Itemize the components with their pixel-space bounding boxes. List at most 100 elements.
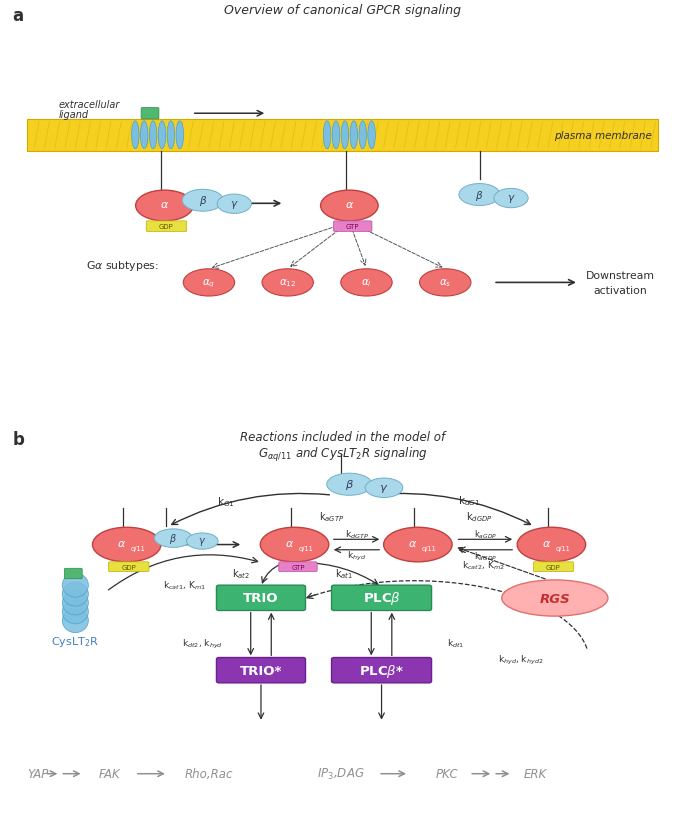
Text: k$_{dGTP}$: k$_{dGTP}$ (345, 527, 369, 541)
Text: $\alpha_i$: $\alpha_i$ (361, 277, 372, 289)
FancyBboxPatch shape (279, 562, 317, 572)
Text: k$_{dGDP}$: k$_{dGDP}$ (466, 510, 493, 523)
Text: $\alpha$: $\alpha$ (542, 538, 551, 548)
Text: $\beta$: $\beta$ (169, 532, 177, 546)
Text: GDP: GDP (159, 224, 174, 230)
Text: $\alpha$: $\alpha$ (345, 200, 354, 210)
Text: plasma membrane: plasma membrane (554, 131, 652, 141)
Text: $\beta$: $\beta$ (345, 478, 354, 492)
Text: PLC$\beta$*: PLC$\beta$* (359, 662, 404, 679)
Text: activation: activation (593, 286, 647, 296)
Text: GDP: GDP (121, 564, 136, 570)
Ellipse shape (158, 122, 166, 150)
FancyBboxPatch shape (141, 108, 159, 120)
Ellipse shape (327, 474, 372, 496)
Ellipse shape (494, 189, 528, 209)
Ellipse shape (132, 122, 139, 150)
Text: k$_{hyd}$, k$_{hyd2}$: k$_{hyd}$, k$_{hyd2}$ (498, 652, 543, 666)
Ellipse shape (459, 185, 500, 206)
FancyBboxPatch shape (533, 562, 574, 572)
Text: k$_{dt1}$: k$_{dt1}$ (447, 637, 464, 649)
Ellipse shape (365, 479, 403, 498)
Text: k$_{cat1}$, K$_{m1}$: k$_{cat1}$, K$_{m1}$ (163, 579, 206, 591)
Text: $\gamma$: $\gamma$ (507, 193, 515, 205)
Text: k$_{dG1}$: k$_{dG1}$ (458, 493, 480, 508)
Ellipse shape (62, 609, 88, 633)
Text: FAK: FAK (99, 768, 121, 780)
FancyBboxPatch shape (109, 562, 149, 572)
Text: $\alpha_{12}$: $\alpha_{12}$ (279, 277, 297, 289)
Text: TRIO: TRIO (243, 591, 279, 604)
Ellipse shape (359, 122, 366, 150)
Ellipse shape (62, 582, 88, 606)
Ellipse shape (260, 527, 329, 562)
Text: Downstream: Downstream (586, 271, 654, 281)
FancyBboxPatch shape (146, 222, 186, 232)
Ellipse shape (182, 190, 223, 212)
Text: k$_{aGTP}$: k$_{aGTP}$ (319, 510, 345, 523)
Ellipse shape (341, 122, 349, 150)
Ellipse shape (62, 600, 88, 624)
Text: G$\alpha$ subtypes:: G$\alpha$ subtypes: (86, 258, 158, 272)
Ellipse shape (262, 269, 313, 296)
Text: $\gamma$: $\gamma$ (379, 482, 388, 494)
Text: $\alpha_s$: $\alpha_s$ (439, 277, 451, 289)
Text: $\alpha$: $\alpha$ (408, 538, 418, 548)
Ellipse shape (340, 269, 392, 296)
Ellipse shape (154, 529, 192, 547)
Text: $\beta$: $\beta$ (475, 188, 484, 202)
Text: extracellular: extracellular (58, 100, 120, 110)
Text: GDP: GDP (546, 564, 561, 570)
Text: $\beta$: $\beta$ (199, 194, 207, 208)
Text: q/11: q/11 (131, 546, 146, 551)
FancyBboxPatch shape (332, 585, 432, 611)
Text: Reactions included in the model of: Reactions included in the model of (240, 431, 445, 444)
Text: CysLT$_2$R: CysLT$_2$R (51, 634, 99, 648)
Ellipse shape (62, 591, 88, 615)
Ellipse shape (332, 122, 340, 150)
Text: $\alpha_q$: $\alpha_q$ (202, 277, 216, 289)
Text: IP$_3$,DAG: IP$_3$,DAG (317, 766, 365, 782)
Text: YAP: YAP (27, 768, 49, 780)
Text: $\gamma$: $\gamma$ (198, 536, 206, 547)
Ellipse shape (167, 122, 175, 150)
Text: q/11: q/11 (422, 546, 437, 551)
Ellipse shape (517, 527, 586, 562)
Text: PKC: PKC (435, 768, 458, 780)
Ellipse shape (149, 122, 157, 150)
Text: b: b (12, 431, 24, 449)
Text: k$_{aGDP}$: k$_{aGDP}$ (474, 527, 497, 541)
FancyBboxPatch shape (216, 585, 306, 611)
Text: ligand: ligand (58, 109, 88, 119)
Text: $\alpha$: $\alpha$ (160, 200, 169, 210)
Text: PLC$\beta$: PLC$\beta$ (362, 590, 401, 607)
Text: GTP: GTP (291, 564, 305, 570)
Ellipse shape (217, 195, 251, 214)
Text: q/11: q/11 (299, 546, 314, 551)
Ellipse shape (321, 191, 378, 222)
Ellipse shape (92, 527, 161, 562)
Text: Overview of canonical GPCR signaling: Overview of canonical GPCR signaling (224, 4, 461, 17)
FancyBboxPatch shape (332, 657, 432, 683)
Ellipse shape (501, 580, 608, 616)
Ellipse shape (183, 269, 234, 296)
Text: k$_{hyd}$: k$_{hyd}$ (347, 550, 366, 563)
Text: ERK: ERK (524, 768, 547, 780)
Ellipse shape (350, 122, 358, 150)
Text: a: a (12, 7, 23, 25)
Ellipse shape (419, 269, 471, 296)
FancyBboxPatch shape (64, 569, 82, 579)
Text: Rho,Rac: Rho,Rac (185, 768, 233, 780)
Ellipse shape (136, 191, 193, 222)
Text: k$_{at1}$: k$_{at1}$ (335, 566, 353, 580)
Text: k$_{aGDP}$: k$_{aGDP}$ (474, 550, 497, 562)
Ellipse shape (140, 122, 148, 150)
Ellipse shape (176, 122, 184, 150)
Ellipse shape (368, 122, 375, 150)
Ellipse shape (384, 527, 452, 562)
Text: $\gamma$: $\gamma$ (230, 199, 238, 210)
Text: q/11: q/11 (556, 546, 571, 551)
Text: k$_{G1}$: k$_{G1}$ (217, 495, 235, 509)
FancyBboxPatch shape (334, 222, 372, 232)
Text: k$_{cat2}$, K$_{m2}$: k$_{cat2}$, K$_{m2}$ (462, 559, 504, 571)
